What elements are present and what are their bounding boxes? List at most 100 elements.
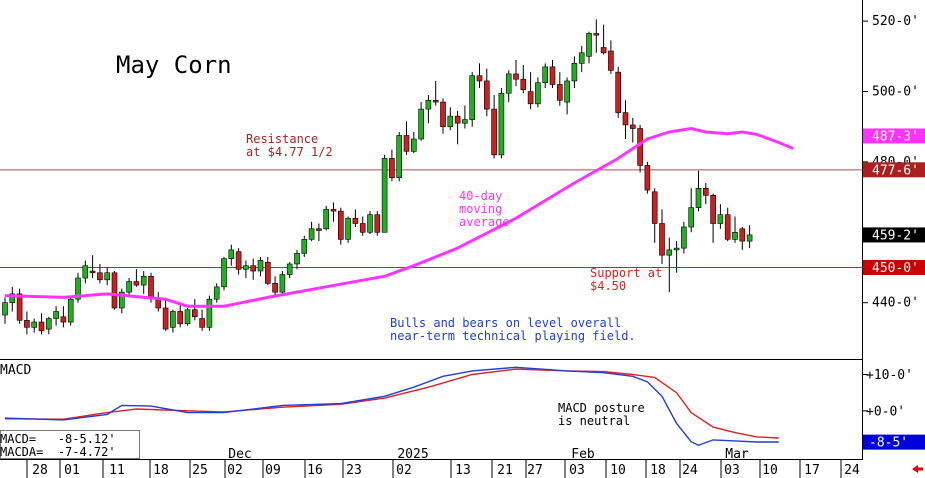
- moving-average-line: [4, 126, 794, 308]
- candle-down: [513, 73, 519, 80]
- candle-up: [462, 119, 468, 124]
- candle-down: [608, 50, 614, 71]
- candle-down: [272, 283, 278, 293]
- month-labels: Dec 2025 Feb Mar: [228, 447, 749, 462]
- price-axis-tick-label: 520-0': [872, 14, 919, 29]
- candle-down: [739, 228, 746, 242]
- macd-annotation-line-2: is neutral: [558, 414, 630, 428]
- date-tick-label: 17: [804, 463, 820, 478]
- candle-down: [89, 270, 96, 274]
- candle-up: [717, 214, 724, 224]
- support-annotation: Support at $4.50: [590, 266, 669, 293]
- candle-up: [695, 187, 702, 208]
- candle-up: [578, 52, 585, 64]
- candle-down: [724, 214, 731, 240]
- candle-down: [148, 275, 154, 298]
- date-tick-label: 02: [396, 463, 412, 478]
- macd-axis-tick-label: +0-0': [866, 404, 905, 419]
- candle-up: [746, 234, 753, 242]
- resistance-annotation: Resistance at $4.77 1/2: [246, 132, 333, 159]
- date-tick-label: 09: [265, 463, 281, 478]
- candle-down: [659, 223, 665, 256]
- candle-down: [330, 209, 337, 212]
- candle-down: [527, 91, 534, 105]
- candle-up: [75, 277, 81, 300]
- support-annotation-line-2: $4.50: [590, 279, 626, 293]
- date-tick-label: 27: [527, 463, 543, 478]
- candle-down: [192, 309, 198, 318]
- candle-down: [593, 33, 600, 36]
- candle-down: [637, 128, 643, 166]
- candle-up: [184, 309, 191, 325]
- macda-line: [4, 368, 779, 439]
- candle-up: [279, 274, 286, 293]
- resistance-annotation-line-1: Resistance: [246, 132, 318, 146]
- candle-up: [119, 291, 125, 309]
- date-tick-label: 03: [569, 463, 585, 478]
- date-tick-label: 25: [192, 463, 208, 478]
- candle-up: [213, 286, 220, 300]
- candle-up: [126, 281, 132, 293]
- candle-up: [221, 258, 227, 288]
- candle-down: [520, 78, 527, 91]
- candle-up: [447, 115, 454, 128]
- moving-average-annotation-line-2: moving: [459, 202, 502, 216]
- date-tick-label: 18: [153, 463, 169, 478]
- candle-down: [352, 217, 359, 224]
- candle-down: [491, 108, 497, 156]
- date-tick-label: 24: [844, 463, 860, 478]
- candle-up: [206, 298, 213, 328]
- macd-readout-frame: [0, 430, 140, 459]
- candle-down: [374, 214, 381, 233]
- candle-up: [571, 63, 578, 82]
- month-label: Feb: [571, 447, 595, 462]
- price-badge: [863, 259, 925, 275]
- candle-up: [673, 247, 680, 251]
- candle-down: [316, 228, 322, 231]
- candle-down: [476, 75, 483, 82]
- candle-up: [53, 311, 59, 319]
- price-axis-tick-label: 440-0': [872, 296, 919, 311]
- candle-down: [264, 261, 271, 284]
- macda-readout-value: MACDA= -7-4.72': [0, 445, 116, 459]
- candle-up: [381, 158, 388, 233]
- candle-down: [403, 135, 410, 152]
- date-tick-label: 03: [724, 463, 740, 478]
- candle-down: [710, 195, 716, 224]
- month-label: 2025: [397, 447, 428, 462]
- candle-down: [389, 158, 395, 179]
- candle-down: [440, 101, 446, 128]
- candle-up: [418, 108, 424, 140]
- candle-up: [257, 260, 264, 272]
- resistance-annotation-line-2: at $4.77 1/2: [246, 145, 333, 159]
- macd-annotation: MACD posture is neutral: [558, 401, 652, 428]
- candle-up: [170, 311, 176, 328]
- candle-down: [549, 66, 556, 85]
- moving-average-annotation: 40-day moving average: [459, 189, 510, 229]
- candle-up: [564, 80, 570, 103]
- candle-up: [140, 275, 147, 286]
- macd-axis: +10-0' +0-0': [863, 368, 913, 419]
- price-badge-label: 459-2': [872, 228, 919, 243]
- date-tick-label: 10: [762, 463, 778, 478]
- candle-up: [681, 226, 687, 249]
- candle-down: [24, 319, 30, 328]
- candle-down: [432, 100, 439, 103]
- candle-up: [425, 100, 432, 110]
- date-tick-label: 18: [650, 463, 666, 478]
- macd-readout-value: MACD= -8-5.12': [0, 432, 116, 446]
- candle-up: [2, 302, 8, 316]
- macd-badge-box: [863, 434, 925, 450]
- candle-down: [177, 311, 183, 325]
- candle-up: [505, 73, 512, 94]
- candle-down: [615, 71, 622, 113]
- candle-down: [651, 191, 658, 224]
- macd-readout-box: MACD= -8-5.12' MACDA= -7-4.72': [0, 430, 140, 459]
- candlestick-series: [2, 19, 753, 335]
- price-badge-label: 450-0': [872, 261, 919, 276]
- scroll-left-arrow-icon[interactable]: [912, 465, 923, 473]
- date-tick-label: 11: [109, 463, 125, 478]
- date-tick-label: 10: [610, 463, 626, 478]
- macd-panel-title: MACD: [0, 363, 31, 378]
